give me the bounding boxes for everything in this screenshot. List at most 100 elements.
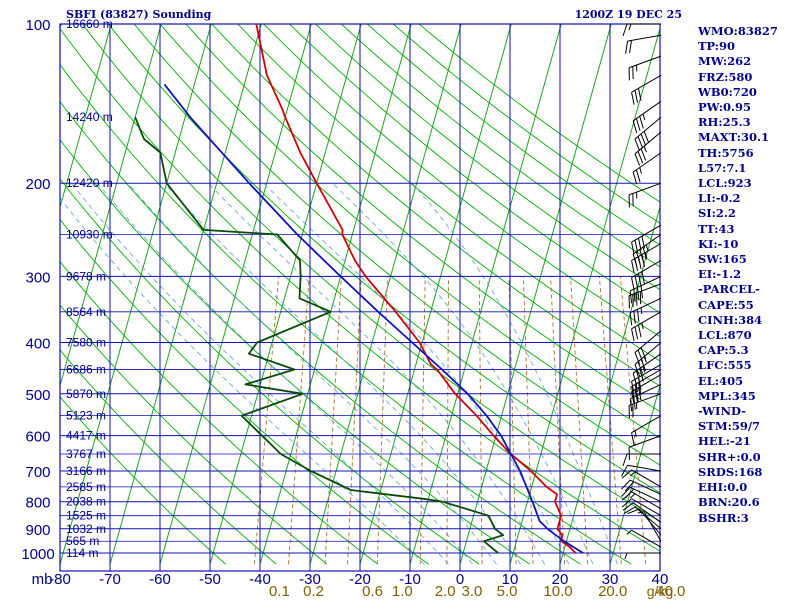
wind-barb-flag: [622, 23, 628, 37]
wind-barb-flag: [639, 291, 642, 305]
wind-barb-staff: [631, 224, 662, 243]
wind-barb-flag: [628, 194, 630, 208]
index-line: TP:90: [698, 39, 736, 54]
temperature-profile: [255, 24, 577, 554]
wind-barb: [632, 100, 662, 134]
mixing-ratio-label: 0.1: [269, 583, 290, 600]
wind-barb-staff: [629, 383, 662, 400]
index-line: PW:0.95: [698, 100, 752, 115]
moist-adiabat-line: [332, 182, 594, 565]
wind-barb: [622, 502, 662, 523]
wind-barb-staff: [631, 74, 662, 93]
wind-barb-half-flag: [636, 64, 638, 72]
height-label: 3767 m: [66, 447, 106, 461]
wind-barb-flag: [632, 373, 638, 386]
wind-barb-staff: [629, 486, 662, 503]
dry-adiabat-line: [60, 396, 226, 565]
wind-barb: [621, 486, 662, 503]
temperature-tick-label: 40: [652, 571, 669, 588]
pressure-tick-label: 100: [25, 17, 50, 34]
wind-barb-flag: [639, 368, 644, 381]
index-line: LCL:923: [698, 176, 752, 191]
wind-barb-half-flag: [629, 471, 636, 477]
moist-adiabat-line: [127, 182, 497, 565]
wind-barb-flag: [637, 382, 642, 395]
isotherm-line: [359, 24, 512, 565]
dry-adiabat-line: [107, 24, 660, 494]
wind-barb: [634, 131, 662, 166]
wind-barb-flag: [633, 310, 636, 324]
wind-barb-flag: [628, 447, 630, 460]
wind-barb: [631, 311, 662, 342]
height-label: 6686 m: [66, 363, 106, 377]
mixing-ratio-line: [598, 276, 622, 565]
sounding-profiles: [134, 24, 584, 554]
wind-barb: [621, 464, 662, 477]
mixing-ratio-label: 40.0: [656, 583, 685, 600]
height-label: 12420 m: [66, 176, 113, 190]
wind-barb-staff: [632, 353, 662, 374]
isotherm-line: [109, 24, 262, 565]
wind-barb: [625, 34, 662, 54]
wind-barb: [632, 234, 662, 267]
height-label: 565 m: [66, 534, 99, 548]
mixing-ratio-label: 0.6: [362, 583, 383, 600]
wind-barb-flag: [622, 453, 628, 467]
wind-barb-staff: [628, 55, 662, 69]
dry-adiabat-line: [366, 24, 660, 246]
index-line: -WIND-: [698, 404, 746, 419]
index-line: EHI:0.0: [698, 480, 748, 495]
wind-barb-flag: [631, 260, 635, 273]
mixing-ratio-line: [550, 276, 566, 565]
mixing-ratio-label: 5.0: [497, 583, 518, 600]
wind-barb: [629, 297, 662, 326]
dry-adiabat-line: [237, 24, 660, 362]
isotherm-line: [259, 24, 412, 565]
dry-adiabat-line: [263, 24, 660, 338]
dry-adiabat-line: [133, 24, 660, 466]
mixing-ratio-label: 20.0: [598, 583, 627, 600]
wind-barb: [622, 23, 661, 37]
wind-barb: [634, 116, 662, 152]
wind-barb-flag: [623, 506, 636, 514]
temperature-tick-label: 10: [502, 571, 519, 588]
wind-barb-flag: [632, 294, 634, 307]
wind-barb-flag: [635, 370, 641, 384]
height-label: 2585 m: [66, 480, 106, 494]
wind-barb-flag: [636, 309, 640, 322]
wind-barb-flag: [637, 237, 642, 251]
index-line: HEL:-21: [698, 434, 751, 449]
wind-barb-flag: [640, 133, 647, 146]
wind-barb-flag: [642, 246, 648, 260]
wind-barb-staff: [632, 152, 662, 173]
wind-barb-flag: [634, 275, 639, 288]
wind-barb-flag: [631, 432, 635, 446]
plot-frame: [59, 23, 661, 572]
wind-barb-flag: [628, 67, 630, 81]
pressure-tick-label: 1000: [21, 546, 54, 563]
moist-adiabat-line: [60, 197, 425, 565]
wind-barb-flag: [637, 136, 644, 149]
wind-barb-staff: [632, 100, 662, 122]
index-line: RH:25.3: [698, 115, 751, 130]
wind-barb-flag: [633, 289, 636, 302]
dry-adiabat-line: [60, 304, 328, 565]
index-line: L57:7.1: [698, 160, 747, 175]
wind-barb-staff: [627, 464, 662, 472]
dry-adiabat-line: [81, 24, 660, 523]
wind-barb-flag: [632, 193, 634, 207]
wind-barb-flag: [632, 171, 638, 185]
wind-barb-flag: [639, 249, 644, 262]
wind-barb-staff: [634, 330, 662, 353]
wind-barb-flag: [627, 508, 640, 515]
index-line: MPL:345: [698, 388, 756, 403]
index-line: EL:405: [698, 373, 744, 388]
wind-barb-flag: [621, 486, 631, 497]
wind-barb-flag: [624, 481, 635, 492]
index-line: LFC:555: [698, 358, 752, 373]
index-line: STM:59/7: [698, 419, 761, 434]
mixing-ratio-line: [376, 276, 388, 565]
height-label: 1525 m: [66, 509, 106, 523]
wind-barb-staff: [629, 479, 662, 495]
index-line: FRZ:580: [698, 69, 753, 84]
